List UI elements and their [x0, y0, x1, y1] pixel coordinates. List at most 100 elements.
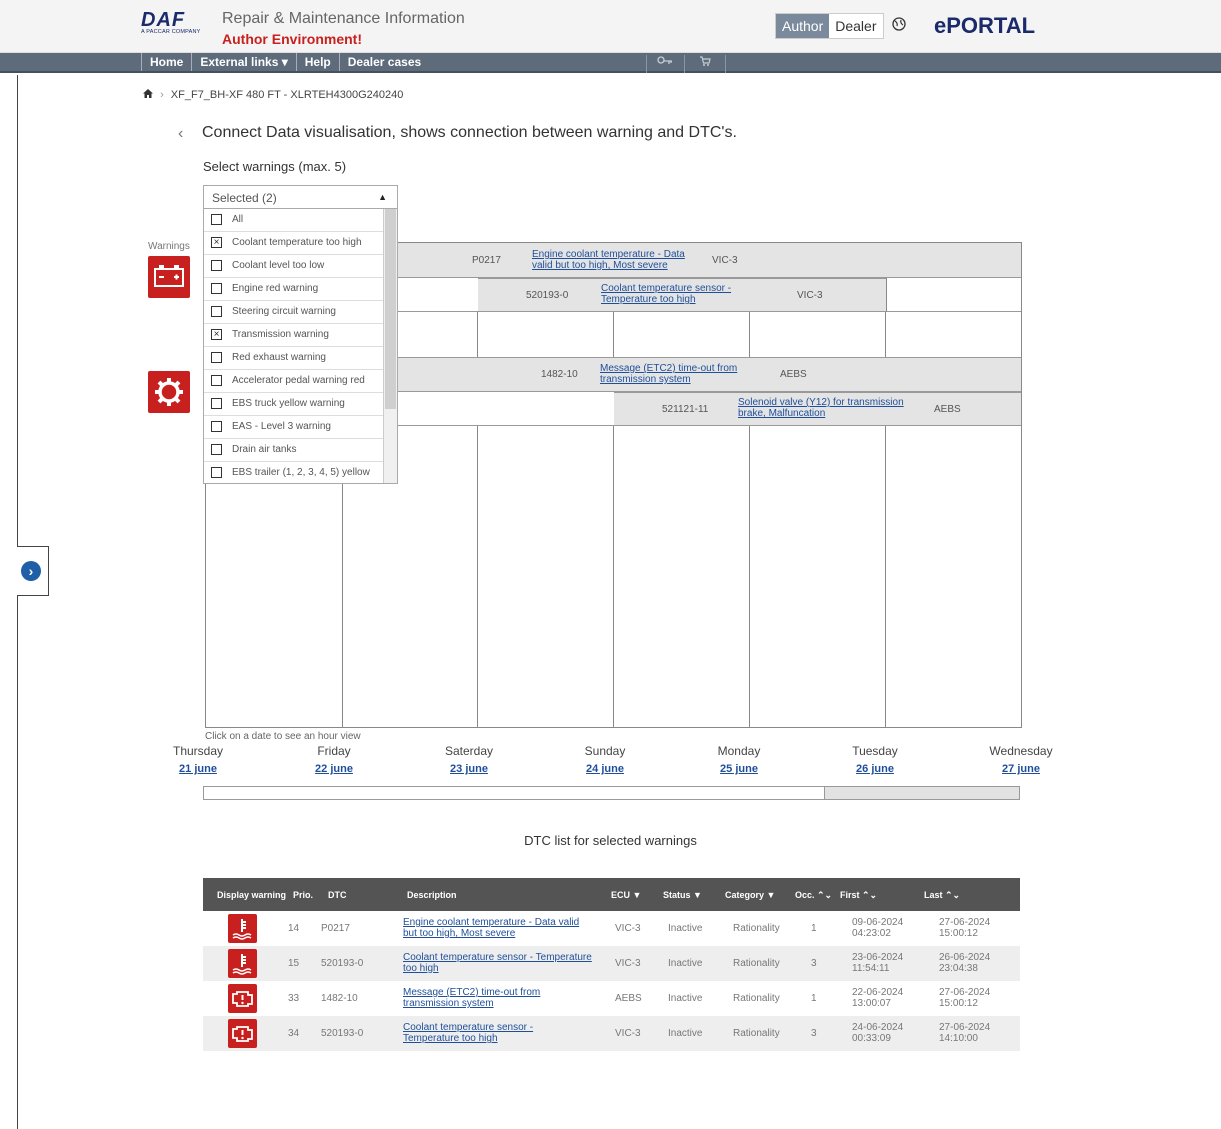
table-row[interactable]: 33 1482-10 Message (ETC2) time-out from …: [203, 981, 1020, 1016]
cell-description-link[interactable]: Coolant temperature sensor - Temperature…: [403, 952, 592, 974]
option-ebs-trailer[interactable]: EBS trailer (1, 2, 3, 4, 5) yellow: [204, 462, 383, 485]
table-row[interactable]: 15 520193-0 Coolant temperature sensor -…: [203, 946, 1020, 981]
role-switch: Author Dealer: [775, 13, 884, 39]
col-first-sort[interactable]: First ⌃⌄: [840, 890, 878, 900]
daf-logo[interactable]: DAF A PACCAR COMPANY: [141, 10, 205, 41]
day-friday[interactable]: Friday 22 june: [289, 744, 379, 775]
option-label: Steering circuit warning: [232, 306, 336, 317]
checkbox-checked[interactable]: ×: [211, 329, 222, 340]
option-eas-level-3[interactable]: EAS - Level 3 warning: [204, 416, 383, 439]
day-sunday[interactable]: Sunday 24 june: [560, 744, 650, 775]
table-row[interactable]: 14 P0217 Engine coolant temperature - Da…: [203, 911, 1020, 946]
cell-occ: 3: [811, 1028, 817, 1039]
col-dtc: DTC: [328, 890, 347, 900]
dealer-role-button[interactable]: Dealer: [829, 14, 883, 38]
col-category-sort[interactable]: Category ▼: [725, 890, 776, 900]
day-wednesday[interactable]: Wednesday 27 june: [976, 744, 1066, 775]
bar-description-link[interactable]: Solenoid valve (Y12) for transmission br…: [738, 397, 904, 419]
day-date-link[interactable]: 23 june: [450, 763, 488, 775]
home-icon[interactable]: [143, 89, 156, 101]
day-divider: [477, 243, 478, 727]
cell-description-link[interactable]: Engine coolant temperature - Data valid …: [403, 917, 580, 939]
nav-dealer-cases[interactable]: Dealer cases: [338, 53, 429, 71]
col-last-sort[interactable]: Last ⌃⌄: [924, 890, 961, 900]
warnings-label: Warnings: [148, 241, 190, 252]
day-date-link[interactable]: 24 june: [586, 763, 624, 775]
day-date-link[interactable]: 26 june: [856, 763, 894, 775]
nav-external-links[interactable]: External links ▾: [191, 53, 295, 71]
breadcrumb-vehicle[interactable]: XF_F7_BH-XF 480 FT - XLRTEH4300G240240: [170, 89, 404, 101]
option-drain-air-tanks[interactable]: Drain air tanks: [204, 439, 383, 462]
cell-occ: 1: [811, 993, 817, 1004]
cell-last-time: 23:04:38: [939, 963, 978, 974]
cell-description-link[interactable]: Message (ETC2) time-out from transmissio…: [403, 987, 541, 1009]
back-chevron-icon[interactable]: ‹: [178, 125, 184, 142]
coolant-temperature-icon: [228, 914, 257, 943]
option-red-exhaust[interactable]: Red exhaust warning: [204, 347, 383, 370]
option-coolant-level[interactable]: Coolant level too low: [204, 255, 383, 278]
day-saterday[interactable]: Saterday 23 june: [424, 744, 514, 775]
option-coolant-temperature[interactable]: × Coolant temperature too high: [204, 232, 383, 255]
checkbox[interactable]: [211, 421, 222, 432]
bar-description-link[interactable]: Coolant temperature sensor - Temperature…: [601, 283, 732, 305]
checkbox[interactable]: [211, 283, 222, 294]
col-prio: Prio.: [293, 890, 314, 900]
chevron-right-icon[interactable]: ›: [21, 561, 41, 581]
day-tuesday[interactable]: Tuesday 26 june: [830, 744, 920, 775]
select-value: Selected (2): [212, 191, 277, 205]
bar-description-link[interactable]: Engine coolant temperature - Data valid …: [532, 249, 685, 271]
cell-last-time: 15:00:12: [939, 998, 978, 1009]
day-date-link[interactable]: 21 june: [179, 763, 217, 775]
day-thursday[interactable]: Thursday 21 june: [153, 744, 243, 775]
day-divider: [885, 243, 886, 727]
cell-occ: 1: [811, 923, 817, 934]
bar-description-link[interactable]: Message (ETC2) time-out from transmissio…: [600, 363, 738, 385]
timeline-bar[interactable]: [614, 392, 1021, 426]
day-monday[interactable]: Monday 25 june: [694, 744, 784, 775]
checkbox-checked[interactable]: ×: [211, 237, 222, 248]
day-date-link[interactable]: 27 june: [1002, 763, 1040, 775]
day-date-link[interactable]: 22 june: [315, 763, 353, 775]
checkbox[interactable]: [211, 260, 222, 271]
globe-icon[interactable]: [892, 17, 906, 34]
timeline-scroll-thumb[interactable]: [824, 787, 1019, 799]
option-accelerator-pedal[interactable]: Accelerator pedal warning red: [204, 370, 383, 393]
list-scroll-thumb[interactable]: [385, 209, 396, 409]
cell-dtc: 520193-0: [321, 958, 364, 969]
col-occ-sort[interactable]: Occ. ⌃⌄: [795, 890, 833, 900]
checkbox[interactable]: [211, 375, 222, 386]
cell-last-date: 27-06-2024: [939, 917, 991, 928]
list-scrollbar[interactable]: [383, 209, 397, 483]
checkbox[interactable]: [211, 467, 222, 478]
nav-help[interactable]: Help: [295, 53, 339, 71]
option-all[interactable]: All: [204, 209, 383, 232]
timeline-scrollbar[interactable]: [203, 786, 1020, 800]
author-role-button[interactable]: Author: [776, 14, 830, 38]
cell-description-link[interactable]: Coolant temperature sensor - Temperature…: [403, 1022, 534, 1044]
col-ecu-sort[interactable]: ECU ▼: [611, 890, 642, 900]
cell-status: Inactive: [668, 958, 703, 969]
option-engine-red[interactable]: Engine red warning: [204, 278, 383, 301]
col-status-sort[interactable]: Status ▼: [663, 890, 702, 900]
checkbox[interactable]: [211, 214, 222, 225]
checkbox[interactable]: [211, 352, 222, 363]
option-ebs-truck[interactable]: EBS truck yellow warning: [204, 393, 383, 416]
checkbox[interactable]: [211, 398, 222, 409]
warnings-select[interactable]: Selected (2) ▲: [203, 185, 398, 209]
eportal-logo[interactable]: ePORTAL: [934, 13, 1036, 38]
checkbox[interactable]: [211, 306, 222, 317]
key-icon[interactable]: [646, 55, 683, 73]
table-row[interactable]: 34 520193-0 Coolant temperature sensor -…: [203, 1016, 1020, 1051]
option-transmission[interactable]: × Transmission warning: [204, 324, 383, 347]
timeline-bar[interactable]: [478, 278, 886, 312]
nav-home[interactable]: Home: [141, 53, 191, 71]
option-label: EBS truck yellow warning: [232, 398, 345, 409]
environment-label: Author Environment!: [222, 31, 362, 47]
cell-first-date: 23-06-2024: [852, 952, 904, 963]
checkbox[interactable]: [211, 444, 222, 455]
caret-up-icon[interactable]: ▲: [378, 192, 387, 202]
day-date-link[interactable]: 25 june: [720, 763, 758, 775]
cart-icon[interactable]: [684, 55, 726, 73]
option-steering-circuit[interactable]: Steering circuit warning: [204, 301, 383, 324]
bar-dtc-code: P0217: [472, 255, 501, 266]
